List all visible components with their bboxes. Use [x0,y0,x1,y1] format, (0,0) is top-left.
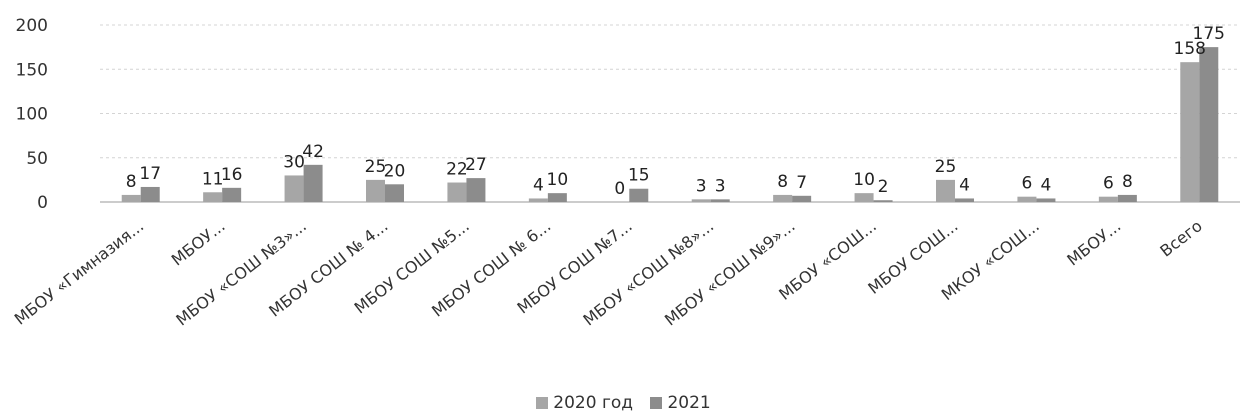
data-label-2020: 25 [935,157,957,177]
y-axis: 0 50 100 150 200 [16,16,48,213]
bar-2020 [203,192,223,202]
data-label-2020: 4 [533,175,544,195]
bar-2020 [936,179,955,202]
bar-2021 [1117,194,1137,202]
bars [121,47,1219,203]
data-label-2021: 15 [628,166,650,186]
bar-2020 [284,175,304,202]
data-label-2021: 16 [221,165,243,185]
y-tick-label: 100 [16,105,48,125]
data-label-2020: 30 [283,152,305,172]
data-label-2021: 27 [465,155,487,175]
data-label-2021: 4 [1041,175,1052,195]
data-label-2021: 3 [715,176,726,196]
y-tick-label: 150 [16,60,48,80]
x-category-label: МБОУ «СОШ №8»... [580,216,718,329]
data-label-2020: 3 [696,176,707,196]
data-label-2020: 6 [1103,174,1114,194]
bar-2021 [710,199,730,202]
data-label-2020: 8 [126,172,137,192]
bar-2020 [691,199,711,202]
y-tick-label: 0 [37,193,48,213]
data-label-2021: 4 [959,175,970,195]
x-category-label: МБОУ... [1063,216,1124,269]
data-label-2021: 42 [302,142,324,162]
bar-2021 [955,198,974,202]
legend-swatch-2020 [536,397,549,409]
bar-2020 [447,182,467,202]
y-tick-label: 50 [26,149,48,169]
bar-2021 [303,164,323,202]
bar-2021 [629,188,649,202]
data-label-2020: 22 [446,160,468,180]
bar-2020 [1180,62,1200,202]
data-label-2020: 10 [853,170,875,190]
data-label-2021: 2 [878,177,889,197]
bar-2021 [140,186,160,202]
data-label-2021: 10 [547,170,569,190]
bar-2020 [121,194,141,202]
data-label-2020: 158 [1174,39,1206,59]
data-label-2021: 7 [796,173,807,193]
x-category-label: МБОУ «Гимназия... [11,216,147,328]
data-label-2020: 8 [777,172,788,192]
bar-2020 [854,193,874,202]
data-label-2020: 6 [1022,174,1033,194]
bar-2020 [1098,196,1118,202]
legend-label-2021: 2021 [667,393,711,413]
legend-item-2021: 2021 [650,393,711,413]
bar-2020 [528,198,548,202]
bar-2021 [792,195,812,202]
data-label-2020: 0 [614,179,625,199]
bar-2021 [547,193,567,202]
x-category-label: МБОУ «СОШ №9»... [661,216,799,329]
bar-2020 [366,179,385,202]
legend-label-2020: 2020 год [553,393,634,413]
legend-item-2020: 2020 год [536,393,633,413]
data-label-2021: 175 [1193,24,1225,44]
bar-2021 [222,187,242,202]
grid-lines [100,24,1240,203]
bar-2020 [773,194,793,202]
x-category-label: МБОУ... [168,216,229,269]
data-label-2020: 25 [365,157,387,177]
bar-2021 [1036,198,1056,202]
bar-2021 [385,184,404,202]
data-label-2021: 8 [1122,172,1133,192]
legend-swatch-2021 [650,397,663,409]
legend: 2020 год 2021 [0,393,1247,414]
y-tick-label: 200 [16,16,48,36]
x-category-label: МБОУ «СОШ №3»... [172,216,310,329]
bar-2021 [1199,47,1219,202]
bar-2021 [466,178,486,202]
bar-2021 [873,200,893,202]
data-label-2020: 11 [202,169,224,189]
bar-2020 [1017,196,1037,202]
x-category-label: Всего [1156,216,1205,260]
data-label-2021: 17 [139,164,161,184]
data-label-2021: 20 [384,161,406,181]
x-axis: МБОУ «Гимназия... МБОУ...МБОУ «СОШ №3»...… [11,216,1206,329]
